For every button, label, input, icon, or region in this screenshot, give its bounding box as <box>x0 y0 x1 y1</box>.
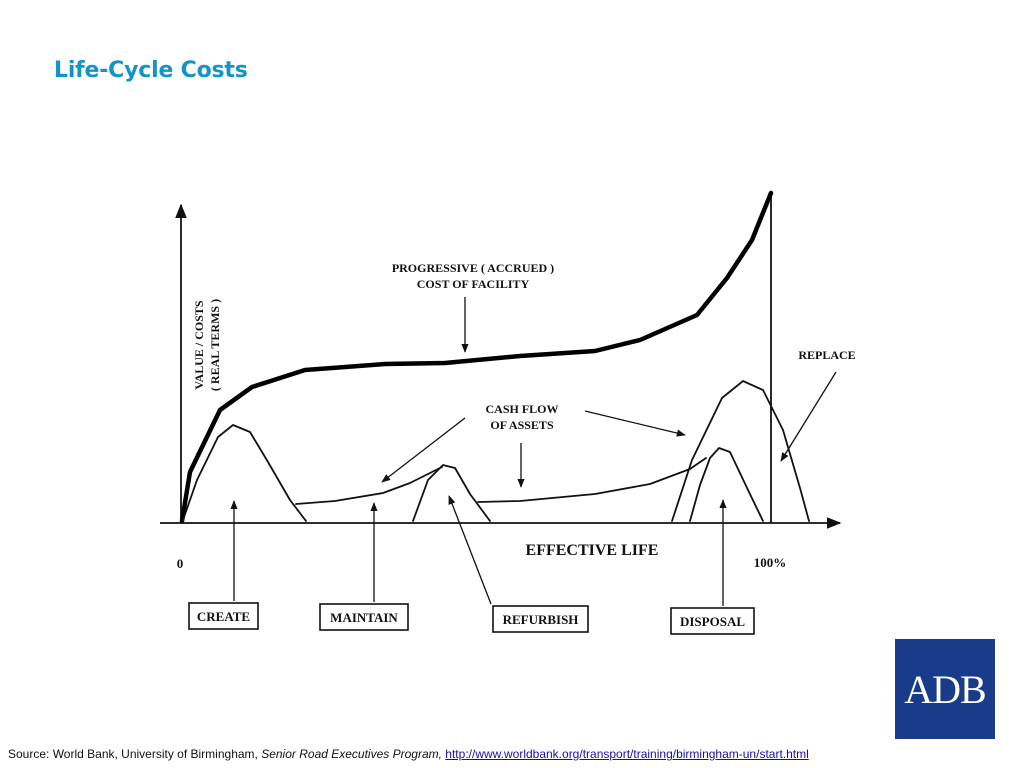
slide-title: Life-Cycle Costs <box>54 58 248 83</box>
cashflow-arrow-right <box>584 410 686 437</box>
disposal-curve <box>689 447 764 522</box>
create-curve <box>182 424 307 522</box>
post-refurbish-curve <box>477 457 707 503</box>
x-start-label: 0 <box>177 556 184 571</box>
refurbish-curve <box>412 464 491 522</box>
refurbish-box-label: REFURBISH <box>503 612 579 627</box>
y-axis-label-line1: VALUE / COSTS <box>192 300 206 389</box>
cashflow-arrow-left <box>381 417 466 483</box>
refurbish-box <box>492 605 589 633</box>
create-box-label: CREATE <box>197 609 250 624</box>
x-end-label: 100% <box>754 555 787 570</box>
replace-arrow <box>780 371 837 462</box>
y-axis-label-line2: ( REAL TERMS ) <box>208 299 222 391</box>
create-box <box>188 602 259 630</box>
refurbish-arrow <box>448 495 492 605</box>
maintain-box-label: MAINTAIN <box>330 610 398 625</box>
progressive-label-line2: COST OF FACILITY <box>417 277 530 291</box>
progressive-label-line1: PROGRESSIVE ( ACCRUED ) <box>392 261 554 275</box>
replace-curve <box>671 380 810 522</box>
replace-label: REPLACE <box>798 348 855 362</box>
adb-logo-text: ADB <box>904 666 986 712</box>
maintain-box <box>319 603 409 631</box>
maintain-curve <box>295 466 443 505</box>
disposal-box-label: DISPOSAL <box>680 614 745 629</box>
x-axis-label: EFFECTIVE LIFE <box>526 542 659 559</box>
source-prefix: Source: World Bank, University of Birmin… <box>8 747 262 761</box>
source-program: Senior Road Executives Program, <box>261 747 442 761</box>
disposal-box <box>670 607 755 635</box>
source-link[interactable]: http://www.worldbank.org/transport/train… <box>445 747 809 761</box>
progressive-cost-curve <box>179 190 774 524</box>
adb-logo: ADB <box>895 639 995 739</box>
source-citation: Source: World Bank, University of Birmin… <box>8 747 809 761</box>
cashflow-label-line1: CASH FLOW <box>485 402 558 416</box>
cashflow-label-line2: OF ASSETS <box>490 418 554 432</box>
